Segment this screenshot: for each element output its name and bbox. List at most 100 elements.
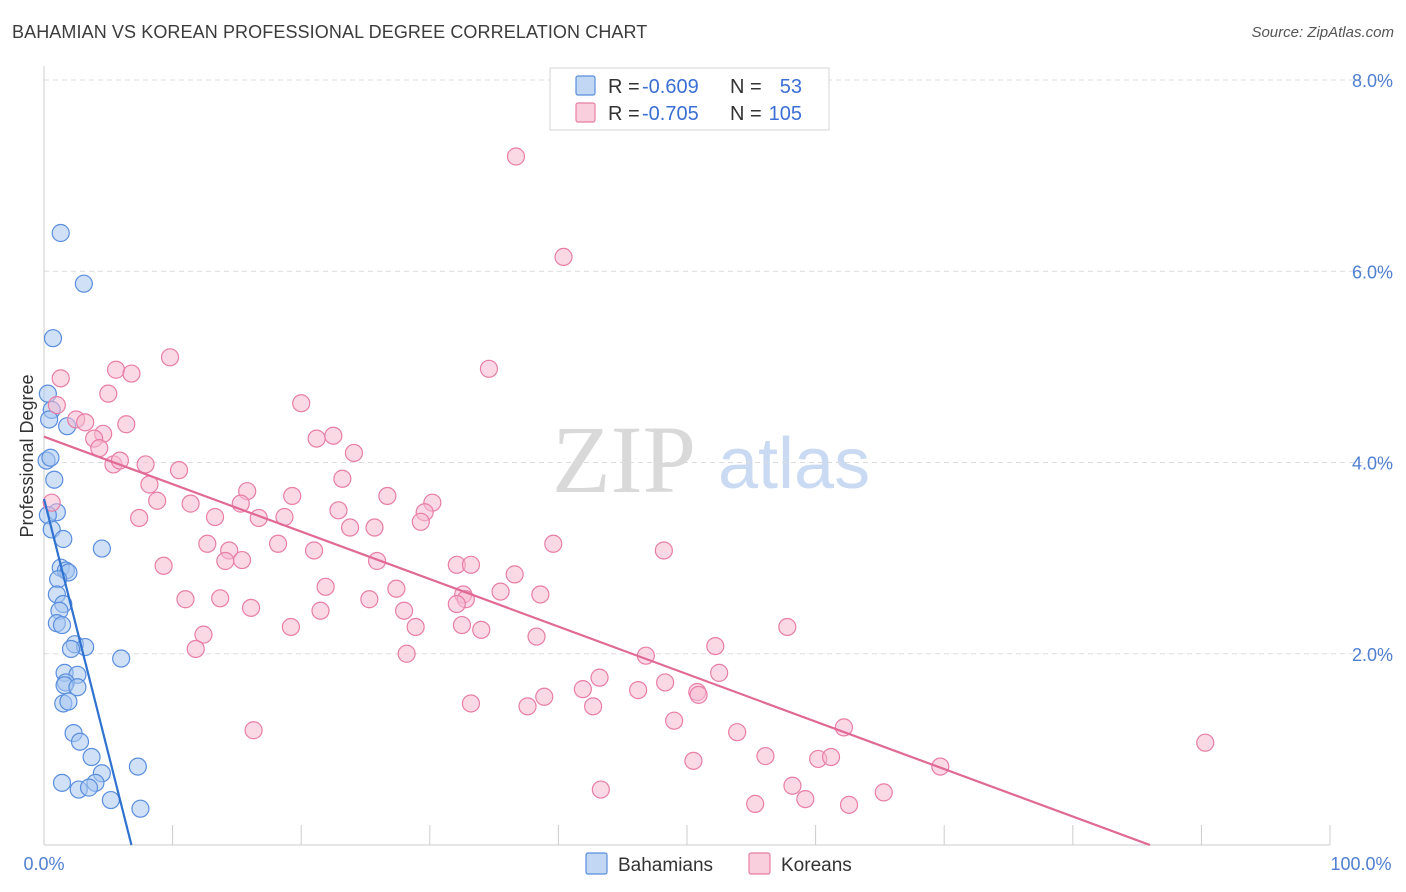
watermark-atlas: atlas (718, 424, 870, 504)
koreans-point-73 (472, 620, 491, 639)
bahamians-point-1 (74, 274, 93, 293)
koreans-point-4 (51, 369, 70, 388)
legend-n-label-bahamians: N = (730, 76, 762, 98)
legend-r-value-bahamians: -0.609 (642, 76, 699, 98)
chart-title: BAHAMIAN VS KOREAN PROFESSIONAL DEGREE C… (12, 22, 648, 42)
bahamians-point-26 (61, 639, 81, 659)
koreans-point-13 (307, 429, 326, 448)
legend-swatch-koreans (575, 102, 596, 123)
koreans-point-46 (544, 534, 563, 553)
koreans-point-63 (531, 585, 550, 604)
koreans-point-23 (333, 469, 352, 488)
stats-legend: R = -0.609 N = 53 R = -0.705 N = 105 (549, 67, 830, 131)
x-tick-label-max: 100.0% (1330, 854, 1391, 874)
bahamians-point-27 (112, 649, 131, 668)
koreans-point-97 (821, 747, 841, 767)
koreans-point-104 (746, 794, 765, 813)
koreans-point-95 (756, 746, 775, 766)
legend-r-label-koreans: R = (608, 103, 640, 125)
y-tick-label-1: 4.0% (1352, 454, 1393, 474)
legend-n-label-koreans: N = (730, 103, 762, 125)
series-legend-label-koreans: Koreans (781, 855, 852, 876)
y-tick-label-3: 8.0% (1352, 71, 1393, 91)
koreans-point-25 (42, 493, 61, 512)
bahamians-point-34 (59, 692, 78, 711)
koreans-point-52 (232, 550, 252, 570)
series-koreans-points (42, 147, 1215, 814)
koreans-point-65 (241, 598, 261, 617)
koreans-point-40 (340, 518, 360, 537)
legend-n-value-koreans: 105 (769, 103, 802, 125)
koreans-point-28 (378, 486, 397, 506)
koreans-point-103 (796, 789, 815, 809)
bahamians-point-32 (68, 678, 87, 697)
koreans-point-39 (411, 512, 430, 531)
koreans-point-100 (783, 776, 802, 795)
koreans-point-86 (461, 694, 481, 713)
koreans-point-30 (181, 494, 200, 513)
koreans-trend-line (43, 435, 1151, 847)
koreans-point-6 (479, 359, 499, 378)
bahamians-point-37 (82, 747, 101, 767)
bahamians-point-9 (45, 470, 64, 489)
stats-legend-box (549, 67, 830, 131)
series-bahamians-points (37, 223, 150, 818)
chart-source: Source: ZipAtlas.com (1251, 24, 1394, 41)
watermark-zip: ZIP (552, 406, 696, 513)
koreans-point-27 (283, 486, 302, 506)
koreans-point-69 (778, 617, 797, 637)
koreans-point-80 (590, 668, 609, 687)
koreans-point-60 (176, 590, 195, 609)
x-tick-label-min: 0.0% (23, 854, 64, 874)
legend-r-label-bahamians: R = (608, 76, 640, 98)
koreans-point-62 (360, 590, 379, 609)
koreans-point-53 (154, 556, 173, 575)
bahamians-point-44 (101, 790, 120, 810)
koreans-point-88 (535, 687, 554, 706)
koreans-point-56 (316, 577, 335, 596)
koreans-point-58 (491, 582, 510, 601)
x-ticks (43, 825, 1331, 845)
koreans-point-82 (629, 680, 648, 700)
bahamians-point-38 (128, 757, 147, 776)
koreans-point-72 (452, 615, 472, 635)
bahamians-point-14 (92, 539, 111, 558)
series-legend-swatch-bahamians (585, 852, 608, 875)
koreans-point-94 (1196, 733, 1215, 752)
koreans-point-38 (130, 508, 149, 528)
legend-n-value-bahamians: 53 (780, 76, 802, 98)
koreans-point-41 (365, 518, 384, 537)
koreans-point-42 (198, 534, 217, 553)
koreans-point-93 (728, 723, 747, 742)
watermark: ZIP atlas (552, 406, 870, 513)
bahamians-point-36 (70, 732, 90, 751)
koreans-point-54 (505, 565, 524, 584)
koreans-point-83 (656, 673, 675, 692)
koreans-point-12 (117, 415, 136, 434)
bahamians-point-40 (52, 773, 72, 792)
koreans-point-48 (367, 551, 387, 571)
koreans-point-101 (591, 780, 610, 799)
y-axis-label: Professional Degree (17, 374, 37, 537)
koreans-point-50 (461, 555, 481, 574)
koreans-point-75 (186, 639, 205, 659)
y-tick-label-0: 2.0% (1352, 645, 1393, 665)
koreans-point-55 (387, 579, 406, 598)
bahamians-point-8 (41, 448, 60, 467)
series-legend-label-bahamians: Bahamians (618, 855, 713, 876)
koreans-point-74 (194, 625, 213, 644)
koreans-point-61 (211, 589, 230, 608)
koreans-point-71 (406, 617, 425, 637)
koreans-point-79 (710, 663, 729, 682)
koreans-point-70 (281, 617, 301, 637)
koreans-point-5 (122, 364, 141, 383)
koreans-point-102 (874, 783, 893, 802)
koreans-point-92 (244, 721, 263, 740)
koreans-point-98 (684, 751, 703, 770)
koreans-point-3 (106, 360, 126, 379)
koreans-point-85 (689, 685, 708, 704)
koreans-point-91 (834, 718, 853, 737)
bahamians-point-45 (131, 799, 150, 818)
bahamians-point-0 (51, 223, 70, 243)
